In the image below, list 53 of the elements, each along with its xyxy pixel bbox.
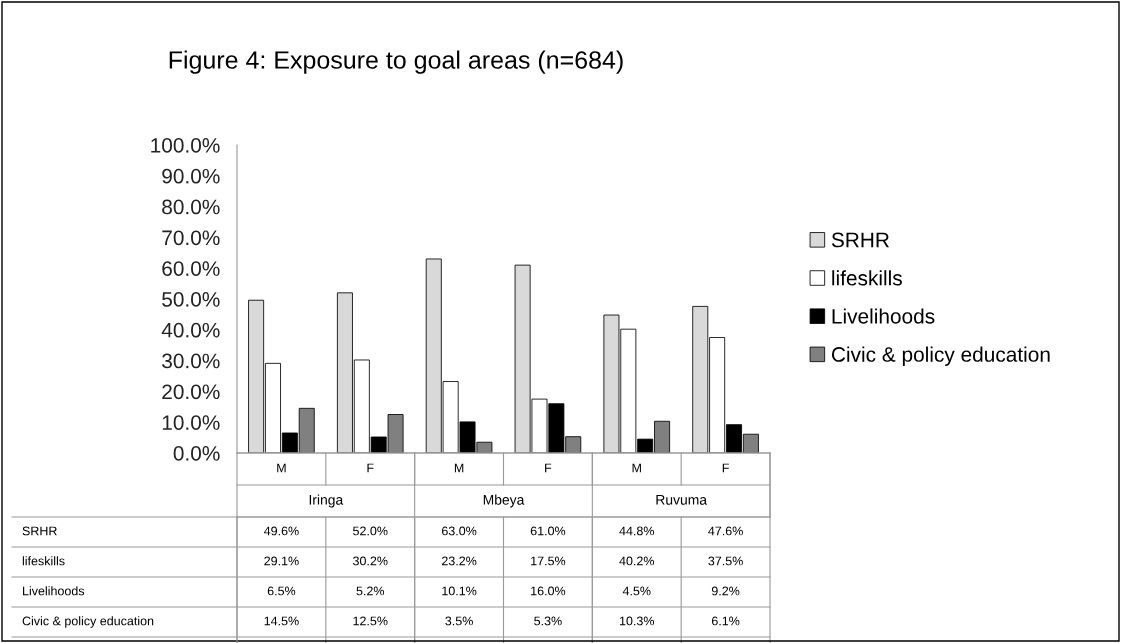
data-label: 10.3% xyxy=(619,616,655,626)
text: SRHR xyxy=(22,526,57,536)
text: Civic & policy education xyxy=(22,616,154,628)
y-tick-label: 50.0% xyxy=(162,292,220,307)
x-tick-label: M xyxy=(632,463,641,473)
y-tick-label: 30.0% xyxy=(162,353,220,369)
data-label: 3.5% xyxy=(445,616,473,626)
data-label: 29.1% xyxy=(264,556,299,566)
data-label: 49.6% xyxy=(263,526,299,536)
y-tick-label: 90.0% xyxy=(162,168,220,184)
x-tick-label: F xyxy=(545,463,552,473)
y-tick-label: 10.0% xyxy=(162,415,220,430)
chart-title: Figure 4: Exposure to goal areas (n=684) xyxy=(169,50,623,74)
y-tick-label: 70.0% xyxy=(162,230,220,246)
data-label: 52.0% xyxy=(353,526,388,536)
data-label: 44.8% xyxy=(619,526,655,536)
data-label: 30.2% xyxy=(353,556,388,566)
data-label: 5.2% xyxy=(356,586,385,596)
data-label: 40.2% xyxy=(619,556,655,566)
text: Ruvuma xyxy=(656,495,708,505)
data-label: 4.5% xyxy=(622,586,651,596)
data-label: 10.1% xyxy=(442,586,477,596)
x-tick-label: M xyxy=(454,463,464,473)
legend-label: Livelihoods xyxy=(832,308,935,324)
data-label: 5.3% xyxy=(534,616,562,626)
legend-label: lifeskills xyxy=(832,270,902,286)
y-tick-label: 40.0% xyxy=(161,322,220,338)
data-label: 16.0% xyxy=(531,586,566,596)
data-label: 37.5% xyxy=(708,556,743,566)
data-label: 17.5% xyxy=(531,556,566,566)
y-tick-label: 0.0% xyxy=(173,446,220,461)
legend-label: SRHR xyxy=(831,232,889,248)
data-label: 6.1% xyxy=(711,616,740,626)
data-label: 9.2% xyxy=(711,586,740,596)
text: Mbeya xyxy=(483,494,525,508)
y-tick-label: 100.0% xyxy=(151,138,220,153)
text: Livelihoods xyxy=(23,586,85,596)
y-tick-label: 20.0% xyxy=(162,384,220,400)
data-label: 61.0% xyxy=(530,526,566,536)
data-label: 14.5% xyxy=(264,616,299,626)
x-tick-label: M xyxy=(277,463,286,473)
data-label: 47.6% xyxy=(708,526,743,536)
y-tick-label: 60.0% xyxy=(162,261,220,276)
text: lifeskills xyxy=(22,556,65,566)
data-label: 23.2% xyxy=(441,556,477,566)
data-label: 12.5% xyxy=(353,616,388,626)
x-tick-label: F xyxy=(722,463,729,473)
x-tick-label: F xyxy=(367,463,374,473)
y-tick-label: 80.0% xyxy=(162,199,220,215)
data-label: 63.0% xyxy=(442,526,477,536)
data-label: 6.5% xyxy=(267,586,296,596)
text: Iringa xyxy=(309,494,344,508)
legend-label: Civic & policy education xyxy=(831,346,1050,366)
